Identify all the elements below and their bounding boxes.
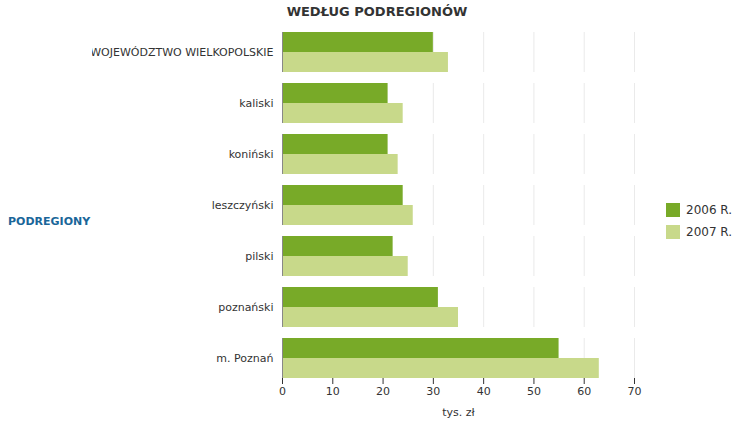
svg-text:pilski: pilski [245, 250, 273, 263]
svg-text:60: 60 [577, 385, 591, 398]
svg-text:kaliski: kaliski [239, 97, 273, 110]
svg-text:poznański: poznański [218, 301, 273, 314]
svg-text:WOJEWÓDZTWO WIELKOPOLSKIE: WOJEWÓDZTWO WIELKOPOLSKIE [92, 46, 274, 59]
svg-text:leszczyński: leszczyński [212, 199, 274, 212]
svg-text:70: 70 [628, 385, 642, 398]
html-text:PODREGIONY: PODREGIONY [8, 214, 91, 228]
svg-text:20: 20 [376, 385, 390, 398]
html-text:WEDŁUG PODREGIONÓW: WEDŁUG PODREGIONÓW [286, 4, 468, 19]
svg-text:tys. zł: tys. zł [442, 406, 475, 419]
html-text:2007 R.: 2007 R. [686, 225, 733, 239]
svg-text:koniński: koniński [229, 148, 274, 161]
svg-text:m. Poznań: m. Poznań [216, 352, 273, 365]
svg-text:10: 10 [326, 385, 340, 398]
svg-text:50: 50 [527, 385, 541, 398]
svg-text:0: 0 [279, 385, 286, 398]
html-text:2006 R.: 2006 R. [686, 203, 733, 217]
svg-text:40: 40 [477, 385, 491, 398]
svg-text:30: 30 [426, 385, 440, 398]
